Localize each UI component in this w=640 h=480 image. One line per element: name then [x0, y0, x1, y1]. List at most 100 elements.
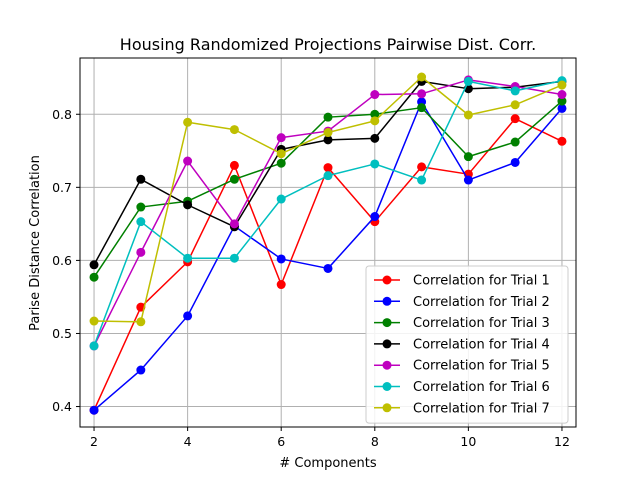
x-axis-ticks: 2 4 6 8 10 12: [90, 427, 570, 449]
legend-label: Correlation for Trial 2: [413, 295, 550, 310]
y-axis-label: Parise Distance Correlation: [28, 155, 43, 331]
data-point: [183, 156, 193, 166]
y-tick-label: 0.8: [52, 107, 72, 122]
data-point: [510, 100, 520, 110]
legend-item: Correlation for Trial 6: [374, 380, 550, 395]
data-point: [510, 137, 520, 147]
legend-marker: [382, 382, 392, 391]
data-point: [89, 316, 99, 326]
data-point: [229, 253, 239, 263]
data-point: [229, 174, 239, 184]
data-point: [183, 200, 193, 210]
legend: Correlation for Trial 1 Correlation for T…: [365, 265, 569, 424]
data-point: [463, 76, 473, 86]
data-point: [323, 263, 333, 273]
data-point: [89, 341, 99, 351]
legend-marker: [382, 403, 392, 413]
x-tick-label: 10: [460, 434, 476, 449]
data-point: [136, 317, 146, 327]
data-point: [463, 110, 473, 120]
data-point: [323, 135, 333, 145]
data-point: [276, 280, 286, 290]
legend-item: Correlation for Trial 4: [374, 337, 550, 352]
legend-marker: [382, 360, 392, 370]
data-point: [136, 247, 146, 257]
data-point: [417, 89, 427, 99]
data-point: [557, 96, 567, 106]
legend-marker: [382, 339, 392, 349]
data-point: [183, 311, 193, 321]
legend-marker: [382, 275, 392, 285]
data-point: [417, 162, 427, 172]
y-tick-label: 0.6: [52, 253, 72, 268]
data-point: [370, 109, 380, 119]
data-point: [276, 149, 286, 159]
data-point: [229, 219, 239, 229]
legend-label: Correlation for Trial 3: [413, 316, 550, 331]
series-trial-3: [89, 96, 567, 282]
data-point: [89, 405, 99, 415]
x-tick-label: 2: [90, 434, 98, 449]
data-point: [183, 253, 193, 263]
data-point: [510, 86, 520, 96]
y-tick-label: 0.4: [52, 399, 72, 414]
legend-label: Correlation for Trial 5: [413, 359, 550, 374]
plot-frame: [79, 57, 577, 428]
data-point: [370, 90, 380, 100]
legend-item: Correlation for Trial 5: [374, 359, 550, 374]
data-point: [417, 175, 427, 185]
series-trial-7: [89, 72, 567, 327]
data-point: [89, 260, 99, 270]
data-point: [229, 160, 239, 170]
data-point: [89, 272, 99, 282]
x-tick-label: 4: [184, 434, 192, 449]
data-point: [370, 133, 380, 143]
legend-label: Correlation for Trial 4: [413, 337, 550, 352]
data-point: [557, 103, 567, 113]
data-point: [323, 128, 333, 138]
data-point: [417, 72, 427, 82]
data-point: [323, 171, 333, 181]
legend-label: Correlation for Trial 1: [413, 274, 550, 289]
chart-title: Housing Randomized Projections Pairwise …: [120, 35, 536, 54]
x-tick-label: 6: [277, 434, 285, 449]
data-point: [370, 212, 380, 222]
data-point: [276, 194, 286, 204]
legend-item: Correlation for Trial 3: [374, 316, 550, 331]
data-point: [557, 80, 567, 90]
data-point: [557, 136, 567, 146]
legend-item: Correlation for Trial 1: [374, 274, 550, 289]
data-point: [370, 116, 380, 126]
x-axis-label: # Components: [279, 456, 376, 471]
data-point: [557, 90, 567, 100]
data-point: [276, 133, 286, 143]
data-point: [276, 158, 286, 168]
legend-marker: [382, 318, 392, 328]
data-point: [276, 254, 286, 264]
data-point: [136, 202, 146, 212]
data-point: [370, 159, 380, 169]
data-point: [136, 217, 146, 227]
series-trial-2: [89, 97, 567, 415]
data-point: [323, 163, 333, 173]
data-point: [183, 117, 193, 127]
y-tick-label: 0.7: [52, 180, 72, 195]
y-tick-label: 0.5: [52, 326, 72, 341]
legend-label: Correlation for Trial 7: [413, 401, 550, 416]
data-series: [89, 72, 567, 415]
data-point: [229, 125, 239, 135]
y-axis-ticks: 0.4 0.5 0.6 0.7 0.8: [52, 107, 80, 414]
legend-item: Correlation for Trial 7: [374, 401, 550, 416]
data-point: [323, 112, 333, 122]
legend-marker: [382, 296, 392, 306]
data-point: [136, 174, 146, 184]
data-point: [463, 175, 473, 185]
legend-item: Correlation for Trial 2: [374, 295, 550, 310]
data-point: [417, 103, 427, 113]
x-tick-label: 8: [371, 434, 379, 449]
x-tick-label: 12: [554, 434, 570, 449]
legend-label: Correlation for Trial 6: [413, 380, 550, 395]
data-point: [136, 365, 146, 375]
data-point: [510, 114, 520, 124]
